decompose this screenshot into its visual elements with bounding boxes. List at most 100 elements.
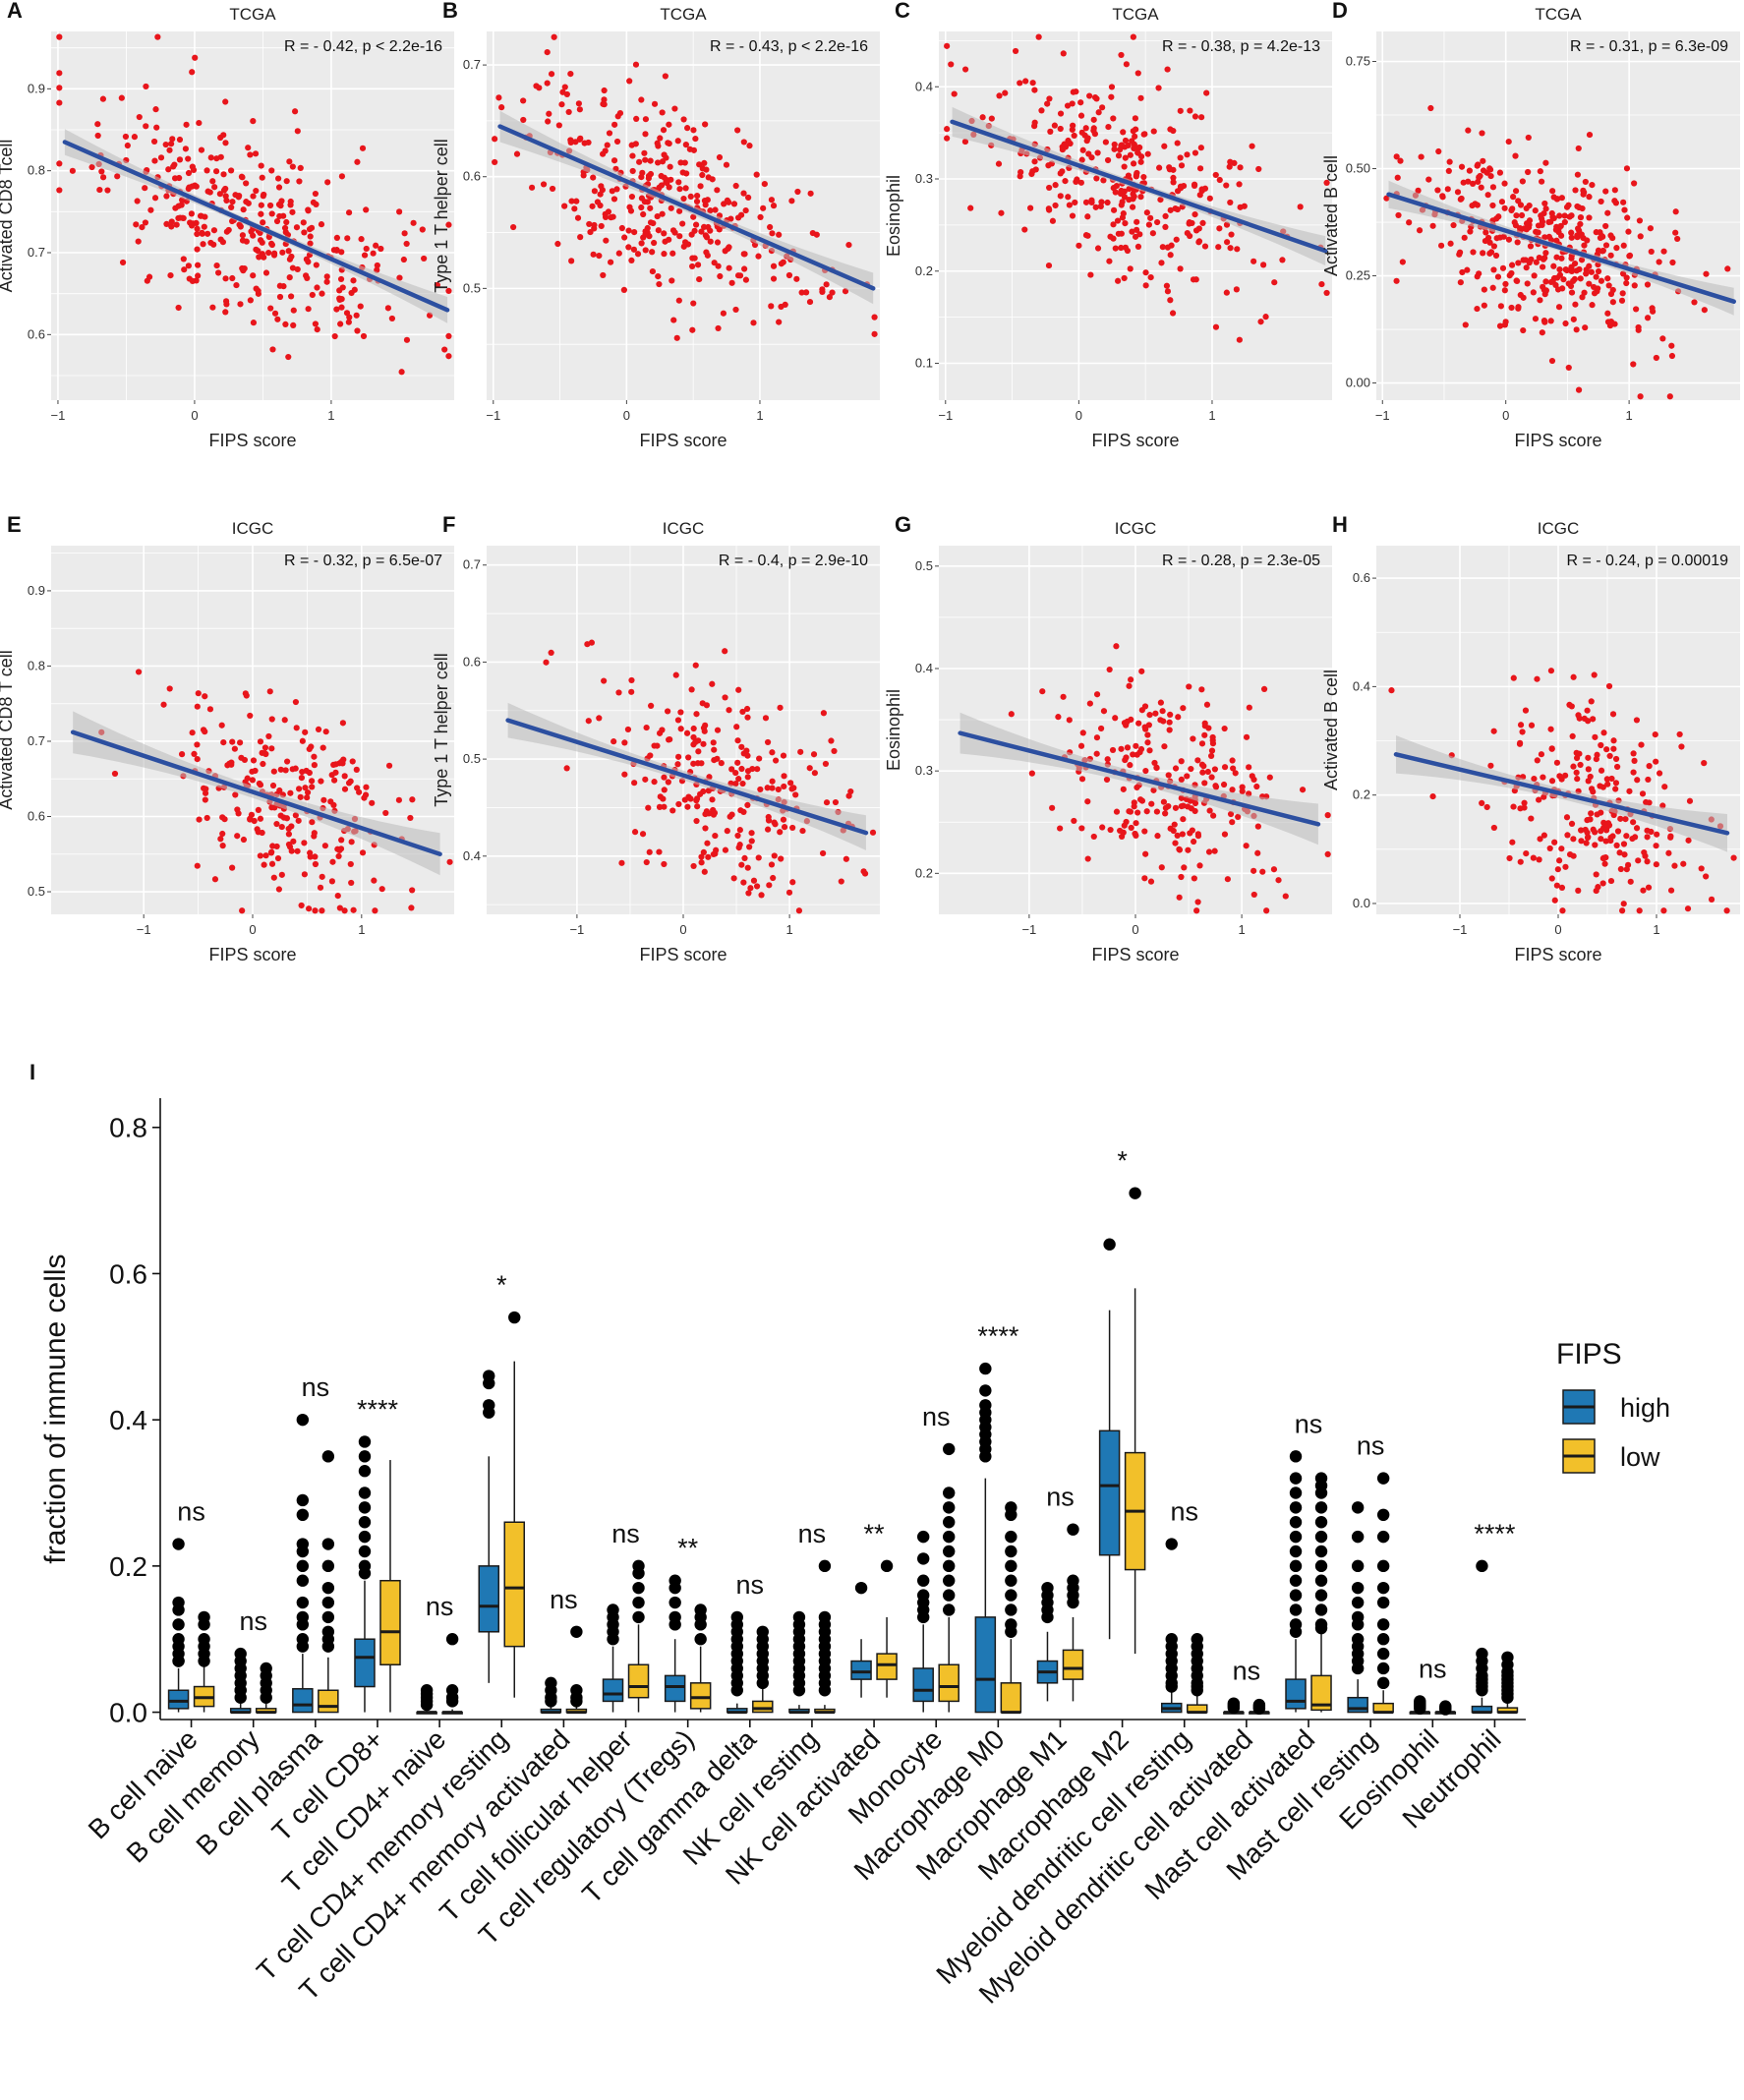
data-point	[228, 204, 235, 211]
data-point	[738, 743, 745, 750]
data-point	[223, 301, 230, 308]
data-point	[608, 214, 614, 221]
data-point	[1071, 132, 1077, 140]
outlier-point	[1376, 1559, 1390, 1573]
data-point	[754, 766, 761, 773]
y-axis-label: Activated B cell	[1321, 155, 1341, 276]
y-tick-label: 0.8	[28, 163, 45, 178]
data-point	[1220, 781, 1228, 788]
data-point	[348, 879, 355, 887]
data-point	[1060, 50, 1067, 57]
y-tick-label: 0.2	[915, 263, 933, 278]
data-point	[1501, 287, 1508, 294]
data-point	[104, 187, 111, 194]
data-point	[283, 218, 290, 226]
data-point	[1602, 222, 1609, 230]
data-point	[1082, 199, 1090, 205]
x-tick-label: 1	[756, 408, 763, 423]
data-point	[189, 69, 196, 76]
data-point	[740, 190, 747, 197]
data-point	[318, 221, 325, 228]
data-point	[1541, 200, 1548, 207]
data-point	[1084, 213, 1091, 220]
data-point	[1598, 836, 1604, 843]
outlier-point	[545, 1695, 557, 1708]
significance-label: ns	[426, 1592, 454, 1621]
data-point	[320, 744, 326, 751]
data-point	[1563, 814, 1571, 821]
data-point	[761, 180, 768, 188]
data-point	[770, 203, 778, 209]
data-point	[621, 739, 628, 746]
data-point	[810, 751, 818, 758]
data-point	[1241, 203, 1248, 209]
data-point	[732, 306, 739, 314]
data-point	[1124, 247, 1132, 255]
data-point	[371, 877, 378, 884]
data-point	[628, 193, 636, 201]
data-point	[258, 162, 264, 169]
data-point	[1224, 239, 1231, 246]
data-point	[1179, 831, 1186, 838]
data-point	[142, 219, 149, 226]
data-point	[728, 279, 735, 286]
regression-line	[950, 119, 1328, 254]
data-point	[1228, 231, 1235, 238]
plot-background	[487, 31, 880, 400]
data-point	[1223, 182, 1230, 189]
data-point	[1537, 836, 1543, 843]
data-point	[1110, 221, 1117, 228]
data-point	[1502, 319, 1509, 325]
data-point	[1584, 237, 1591, 244]
data-point	[561, 84, 568, 90]
data-point	[369, 799, 376, 806]
data-point	[363, 784, 370, 790]
data-point	[220, 171, 227, 178]
data-point	[194, 741, 201, 748]
data-point	[1647, 225, 1654, 232]
data-point	[577, 234, 584, 241]
data-point	[677, 709, 684, 716]
data-point	[1108, 93, 1115, 100]
data-point	[1525, 134, 1532, 142]
data-point	[69, 167, 76, 174]
data-point	[1093, 734, 1101, 741]
data-point	[1631, 282, 1638, 289]
data-point	[1598, 198, 1604, 205]
data-point	[1130, 160, 1137, 167]
data-point	[576, 106, 583, 113]
data-point	[726, 707, 732, 714]
data-point	[287, 293, 295, 300]
data-point	[961, 138, 969, 146]
data-point	[1123, 818, 1130, 826]
y-axis-label: Eosinophil	[884, 175, 903, 257]
data-point	[829, 289, 836, 296]
data-point	[638, 96, 645, 103]
data-point	[1478, 184, 1484, 191]
data-point	[1536, 796, 1542, 803]
data-point	[339, 720, 346, 727]
data-point	[1623, 274, 1630, 281]
data-point	[388, 315, 396, 322]
box-body	[664, 1674, 686, 1703]
data-point	[273, 217, 281, 225]
data-point	[1691, 299, 1698, 306]
data-point	[1566, 850, 1574, 858]
data-point	[1575, 386, 1583, 393]
x-tick-label: 0	[679, 922, 686, 937]
data-point	[257, 782, 264, 788]
data-point	[1383, 195, 1390, 202]
data-point	[944, 126, 951, 133]
y-tick-label: 0.9	[28, 81, 45, 95]
data-point	[298, 902, 305, 909]
data-point	[1117, 827, 1124, 835]
data-point	[722, 694, 728, 701]
data-point	[154, 33, 161, 40]
data-point	[1120, 129, 1127, 136]
data-point	[1052, 202, 1059, 209]
data-point	[743, 747, 750, 754]
data-point	[658, 182, 666, 189]
data-point	[689, 262, 696, 270]
significance-label: **	[864, 1519, 886, 1548]
